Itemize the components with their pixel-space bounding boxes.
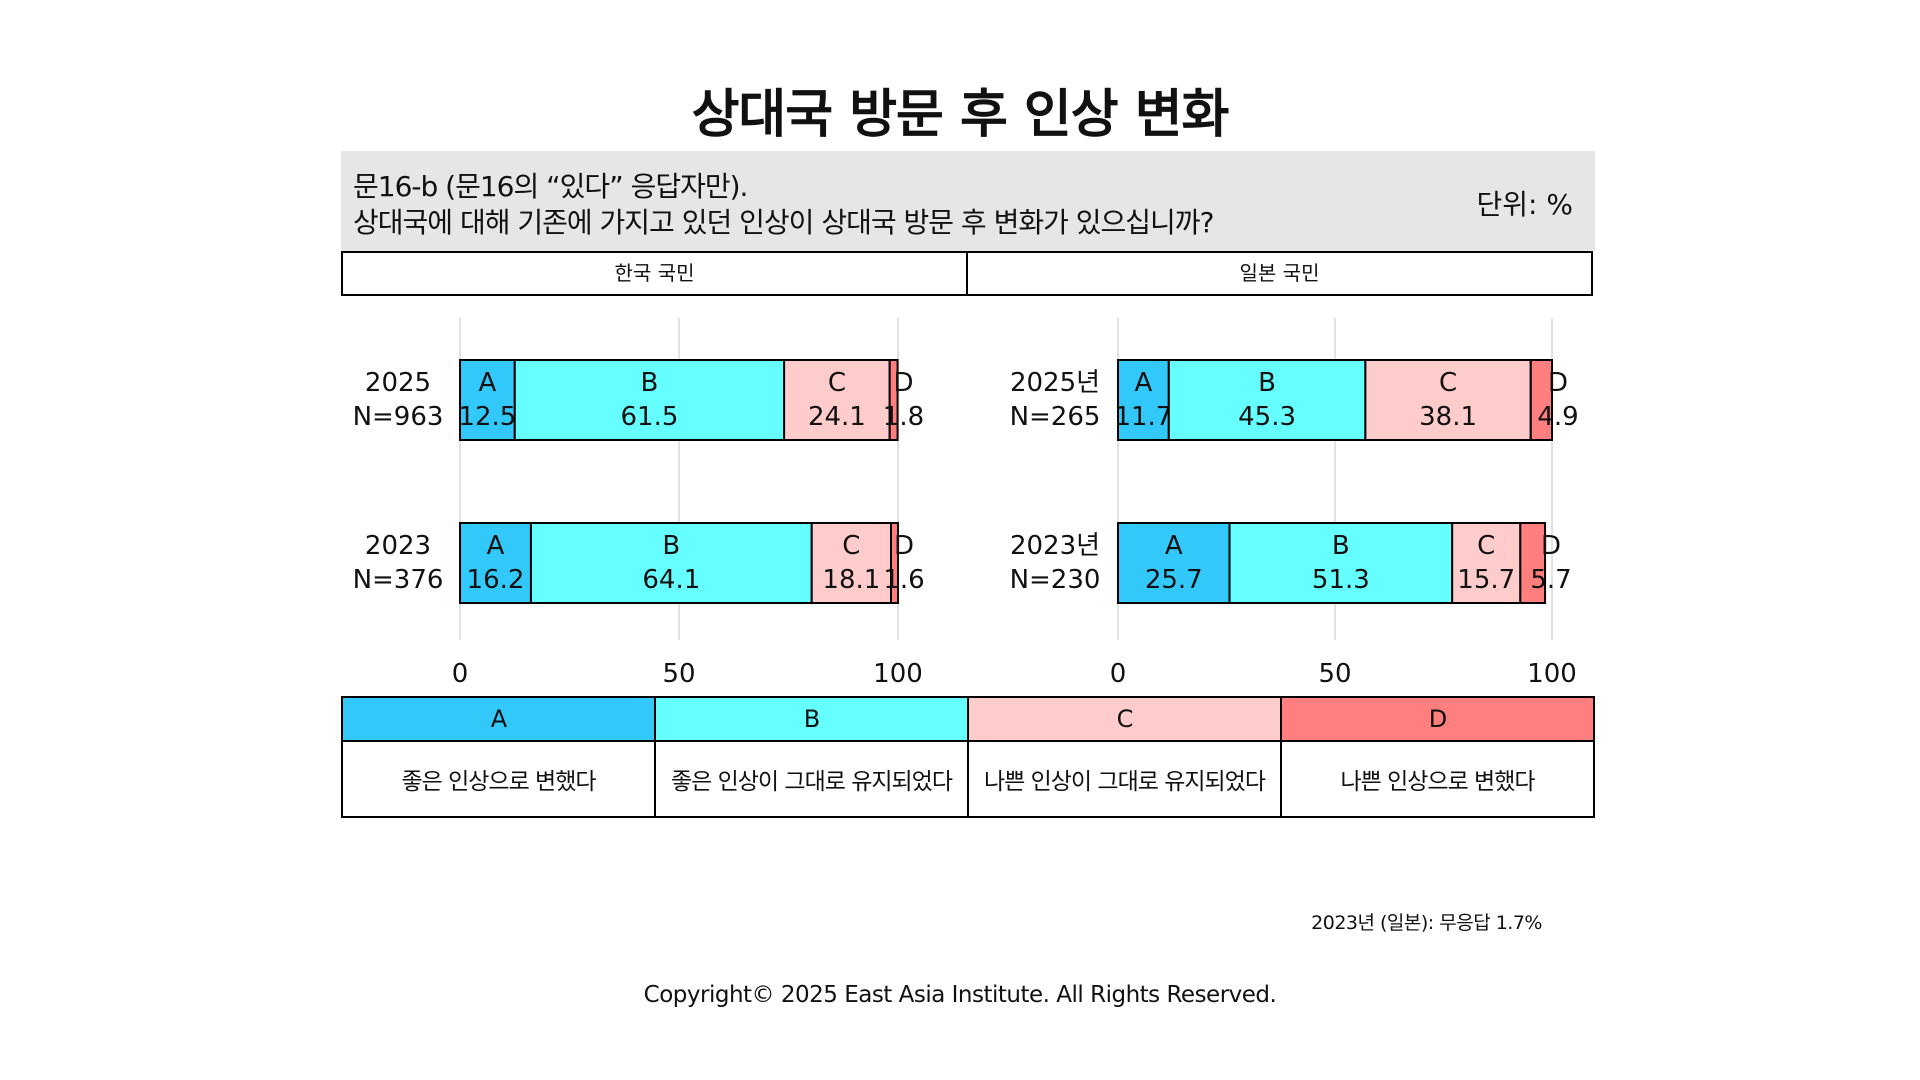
row-year-label: 2025년 [1010,368,1100,398]
legend-label-a: 좋은 인상으로 변했다 [341,740,656,818]
x-tick-label: 100 [873,659,923,689]
question-number: 문16-b (문16의 “있다” 응답자만). [353,170,748,203]
bar-segment-d [888,359,899,441]
legend-label-d: 나쁜 인상으로 변했다 [1280,740,1595,818]
segment-key-label: A [478,368,496,398]
row-n-label: N=963 [353,402,444,432]
row-n-label: N=376 [353,565,444,595]
question-text: 상대국에 대해 기존에 가지고 있던 인상이 상대국 방문 후 변화가 있으십니… [353,206,1214,239]
data-label: 18.1 [822,565,880,595]
row-year-label: 2025 [365,368,431,398]
segment-key-label: D [1541,531,1561,561]
chart-title: 상대국 방문 후 인상 변화 [691,85,1230,145]
segment-key-label: B [641,368,659,398]
bar-segment-c [1364,359,1532,441]
segment-key-label: B [1332,531,1350,561]
segment-key-label: C [842,531,860,561]
legend-key-c: C [967,696,1282,742]
data-label: 25.7 [1145,565,1203,595]
data-label: 11.7 [1114,402,1172,432]
segment-key-label: D [894,531,914,561]
copyright: Copyright© 2025 East Asia Institute. All… [643,982,1277,1008]
stacked-bar-charts: 0 50 100 2025 N=963 A 12.5 B 61.5 C 24.1 D 1.8 2023 N=… [353,318,1579,689]
segment-key-label: A [1165,531,1183,561]
segment-key-label: C [1477,531,1495,561]
question-box: 문16-b (문16의 “있다” 응답자만). 상대국에 대해 기존에 가지고 … [341,151,1595,251]
row-n-label: N=230 [1010,565,1101,595]
legend-label-b: 좋은 인상이 그대로 유지되었다 [654,740,969,818]
segment-key-label: C [1439,368,1457,398]
data-label: 1.6 [883,565,924,595]
bar-segment-c [810,522,892,604]
unit-label: 단위: % [1476,188,1573,221]
segment-key-label: D [1548,368,1568,398]
x-tick-label: 50 [1318,659,1351,689]
row-n-label: N=265 [1010,402,1101,432]
bar-segment-b [1167,359,1367,441]
data-label: 5.7 [1530,565,1571,595]
segment-key-label: B [662,531,680,561]
segment-key-label: B [1258,368,1276,398]
bar-segment-b [513,359,786,441]
segment-key-label: A [1134,368,1152,398]
legend-key-a: A [341,696,656,742]
data-label: 38.1 [1419,402,1477,432]
legend-key-d: D [1280,696,1595,742]
row-year-label: 2023 [365,531,431,561]
x-tick-label: 0 [452,659,469,689]
data-label: 4.9 [1537,402,1578,432]
bar-segment-a [459,359,516,441]
data-label: 16.2 [467,565,525,595]
data-label: 1.8 [883,402,924,432]
data-label: 12.5 [458,402,516,432]
data-label: 24.1 [808,402,866,432]
segment-key-label: D [894,368,914,398]
bar-segment-a [1117,522,1231,604]
data-label: 64.1 [642,565,700,595]
data-label: 15.7 [1457,565,1515,595]
bar-segment-d [1529,359,1554,441]
group-header-japan: 일본 국민 [966,251,1593,296]
legend-table: A B C D 좋은 인상으로 변했다 좋은 인상이 그대로 유지되었다 나쁜 … [341,696,1595,818]
segment-key-label: A [487,531,505,561]
legend-key-b: B [654,696,969,742]
footnote: 2023년 (일본): 무응답 1.7% [1311,912,1542,934]
bar-segment-c [1451,522,1522,604]
x-tick-label: 0 [1110,659,1127,689]
x-tick-label: 100 [1527,659,1577,689]
data-label: 51.3 [1312,565,1370,595]
group-header-korea: 한국 국민 [341,251,968,296]
bar-segment-a [459,522,532,604]
legend-label-c: 나쁜 인상이 그대로 유지되었다 [967,740,1282,818]
data-label: 45.3 [1238,402,1296,432]
bar-segment-b [1228,522,1454,604]
bar-segment-d [889,522,900,604]
bar-segment-d [1519,522,1547,604]
segment-key-label: C [828,368,846,398]
data-label: 61.5 [620,402,678,432]
bar-segment-a [1117,359,1170,441]
row-year-label: 2023년 [1010,531,1100,561]
x-tick-label: 50 [662,659,695,689]
bar-segment-b [529,522,813,604]
